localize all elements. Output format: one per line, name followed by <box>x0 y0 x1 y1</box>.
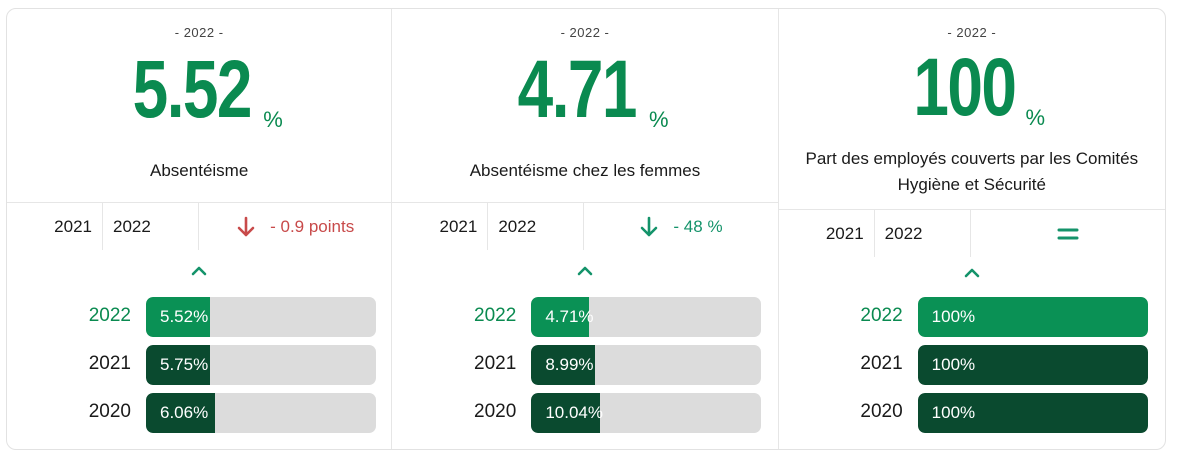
kpi-label: Absentéisme <box>150 161 249 180</box>
compare-year-b: 2022 <box>103 203 199 250</box>
kpi-label: Absentéisme chez les femmes <box>469 161 701 180</box>
delta-block <box>971 226 1165 242</box>
bar-year-label: 2020 <box>860 401 903 422</box>
arrow-down-icon <box>236 216 256 238</box>
bar-fill <box>917 345 1148 385</box>
kpi-value: 4.71 <box>518 44 638 135</box>
bar-fill <box>146 297 210 337</box>
bar-row-2021: 2021 100% <box>779 345 1165 385</box>
kpi-card-absenteeism-women: - 2022 - 4.71% Absentéisme chez les femm… <box>392 9 779 449</box>
year-tag: - 2022 - <box>947 25 997 40</box>
kpi-unit: % <box>263 107 283 132</box>
bar-track: 4.71% <box>531 297 762 337</box>
equals-icon <box>1057 226 1079 242</box>
bar-year-label: 2021 <box>88 353 131 374</box>
bar-value-text: 100% <box>931 403 976 422</box>
bar-track: 100% <box>917 393 1148 433</box>
bar-year-label: 2022 <box>860 305 903 326</box>
kpi-label: Part des employés couverts par les Comit… <box>805 149 1139 194</box>
bar-fill <box>146 345 210 385</box>
bar-fill <box>146 393 215 433</box>
bar-value-text: 4.71% <box>545 307 594 326</box>
bar-track: 8.99% <box>531 345 762 385</box>
bar-row-2020: 2020 6.06% <box>7 393 391 433</box>
bar-year-label: 2020 <box>474 401 517 422</box>
bar-year-label: 2021 <box>860 353 903 374</box>
kpi-panel: - 2022 - 5.52% Absentéisme 2021 2022 - 0… <box>6 8 1166 450</box>
bar-fill <box>531 345 596 385</box>
delta-block: - 0.9 points <box>199 216 391 238</box>
bar-row-2022: 2022 5.52% <box>7 297 391 337</box>
kpi-card-absenteeism: - 2022 - 5.52% Absentéisme 2021 2022 - 0… <box>7 9 393 449</box>
bar-fill <box>531 393 601 433</box>
delta-block: - 48 % <box>584 216 777 238</box>
bar-year-label: 2022 <box>88 305 131 326</box>
bar-fill <box>531 297 590 337</box>
bar-track: 5.75% <box>146 345 376 385</box>
bar-value-text: 6.06% <box>160 403 209 422</box>
bar-year-label: 2022 <box>474 305 517 326</box>
chevron-up-icon[interactable] <box>7 264 391 284</box>
kpi-value-block: 4.71% <box>392 45 777 135</box>
bar-row-2022: 2022 4.71% <box>392 297 777 337</box>
comparison-row: 2021 2022 - 0.9 points <box>7 202 392 250</box>
arrow-down-icon <box>639 216 659 238</box>
bar-row-2021: 2021 5.75% <box>7 345 391 385</box>
delta-text: - 48 % <box>673 216 723 236</box>
bar-track: 5.52% <box>146 297 376 337</box>
comparison-row: 2021 2022 - 48 % <box>392 202 778 250</box>
kpi-card-health-safety-coverage: - 2022 - 100% Part des employés couverts… <box>778 9 1165 449</box>
compare-year-a: 2021 <box>779 210 875 257</box>
bar-fill <box>917 297 1148 337</box>
bar-track: 6.06% <box>146 393 376 433</box>
bar-track: 10.04% <box>531 393 762 433</box>
bar-value-text: 10.04% <box>545 403 603 422</box>
bar-value-text: 100% <box>931 307 976 326</box>
bar-year-label: 2021 <box>474 353 517 374</box>
bar-value-text: 5.52% <box>160 307 209 326</box>
compare-year-b: 2022 <box>875 210 971 257</box>
kpi-value: 100 <box>913 42 1017 133</box>
bar-row-2021: 2021 8.99% <box>392 345 777 385</box>
bar-row-2020: 2020 10.04% <box>392 393 777 433</box>
bar-year-label: 2020 <box>88 401 131 422</box>
kpi-value-block: 100% <box>779 43 1165 133</box>
history-bars: 2022 100% 2021 100% 2020 100% <box>779 297 1165 441</box>
bar-value-text: 5.75% <box>160 355 209 374</box>
history-bars: 2022 4.71% 2021 8.99% 2020 10.04% <box>392 297 777 441</box>
compare-year-a: 2021 <box>392 203 489 250</box>
year-tag: - 2022 - <box>174 25 224 40</box>
bar-value-text: 8.99% <box>545 355 594 374</box>
chevron-up-icon[interactable] <box>779 266 1165 286</box>
kpi-unit: % <box>649 107 669 132</box>
bar-row-2020: 2020 100% <box>779 393 1165 433</box>
history-bars: 2022 5.52% 2021 5.75% 2020 6.06% <box>7 297 391 441</box>
bar-row-2022: 2022 100% <box>779 297 1165 337</box>
kpi-unit: % <box>1025 105 1046 130</box>
compare-year-b: 2022 <box>488 203 585 250</box>
kpi-value: 5.52 <box>132 44 252 135</box>
year-tag: - 2022 - <box>560 25 610 40</box>
bar-track: 100% <box>917 297 1148 337</box>
delta-text: - 0.9 points <box>270 216 355 236</box>
comparison-row: 2021 2022 <box>778 209 1165 257</box>
bar-track: 100% <box>917 345 1148 385</box>
compare-year-a: 2021 <box>7 203 103 250</box>
kpi-value-block: 5.52% <box>7 45 391 135</box>
bar-value-text: 100% <box>931 355 976 374</box>
bar-fill <box>917 393 1148 433</box>
chevron-up-icon[interactable] <box>392 264 777 284</box>
